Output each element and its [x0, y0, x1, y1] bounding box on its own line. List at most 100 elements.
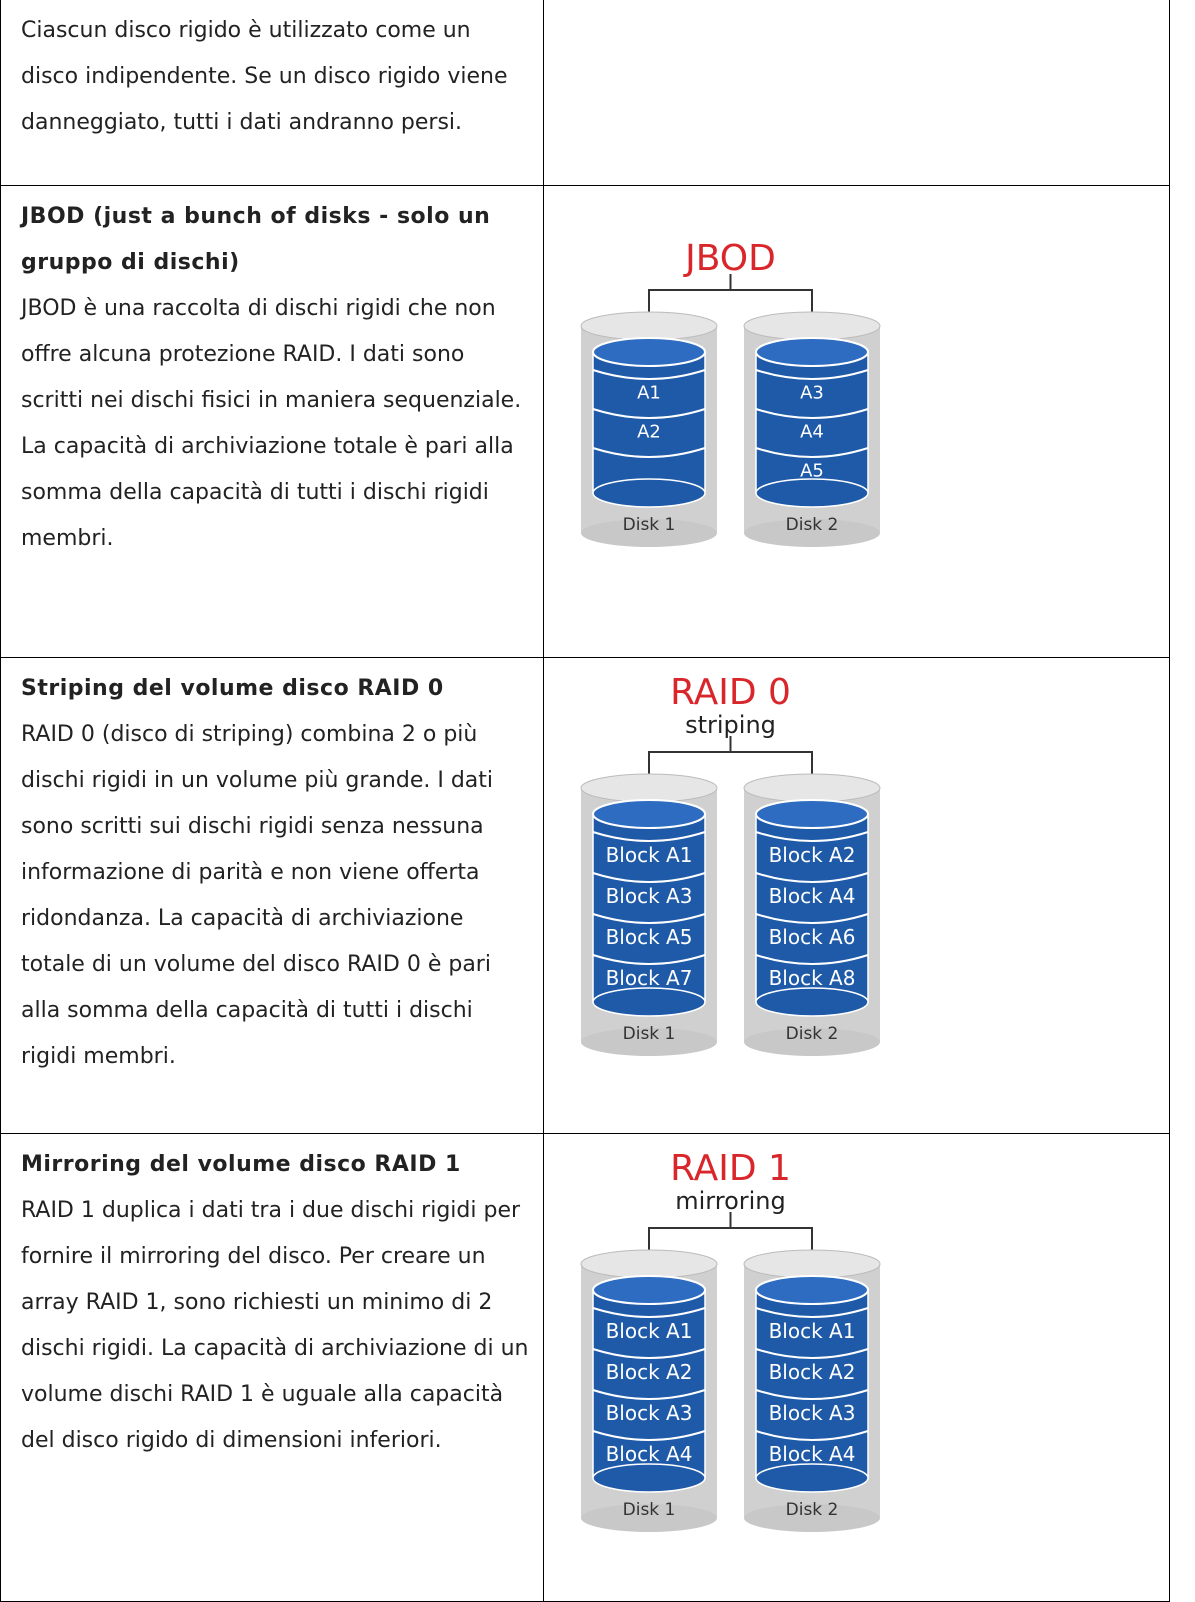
table-row: JBOD (just a bunch of disks - solo un gr…	[0, 185, 1170, 658]
band-line	[755, 1430, 869, 1441]
band-line	[592, 954, 706, 965]
row-body: Ciascun disco rigido è utilizzato come u…	[21, 18, 508, 135]
platter-top	[755, 337, 869, 367]
band-line	[755, 872, 869, 883]
table-row: Mirroring del volume disco RAID 1 RAID 1 …	[0, 1133, 1170, 1602]
platter-top	[592, 799, 706, 829]
block-label: Block A4	[606, 1442, 693, 1466]
platter-stack	[755, 813, 869, 1003]
row-heading: Striping del volume disco RAID 0	[21, 676, 444, 701]
disk-top	[580, 1249, 718, 1279]
disk-label: Disk 1	[623, 1024, 676, 1044]
row-body: RAID 1 duplica i dati tra i due dischi r…	[21, 1198, 529, 1453]
raid-diagram: JBOD A1 A2 Disk 1 A3 A4 A5 Disk 2	[580, 238, 881, 547]
block-label: Block A3	[606, 884, 693, 908]
cell-text: Mirroring del volume disco RAID 1 RAID 1 …	[1, 1134, 543, 1464]
band-line	[755, 913, 869, 924]
diagram-cell: JBOD A1 A2 Disk 1 A3 A4 A5 Disk 2	[543, 185, 1170, 658]
diagram-title: RAID 1	[670, 1148, 791, 1189]
block-label: Block A7	[606, 966, 693, 990]
band-line	[592, 913, 706, 924]
platter-stack	[755, 1289, 869, 1479]
disk-top	[580, 773, 718, 803]
band-line	[755, 1307, 869, 1318]
disk-label: Disk 2	[786, 515, 839, 535]
band-line	[592, 872, 706, 883]
block-label: Block A1	[606, 1319, 693, 1343]
connector	[648, 274, 813, 330]
band-line	[755, 408, 869, 419]
diagram-cell: RAID 1 mirroring Block A1 Block A2 Block A3 B…	[543, 1133, 1170, 1602]
platter-bottom	[755, 1463, 869, 1493]
disk-top	[743, 311, 881, 341]
disk-bottom	[744, 519, 880, 547]
block-label: Block A2	[769, 1360, 856, 1384]
connector	[648, 1212, 813, 1268]
block-label: Block A4	[769, 1442, 856, 1466]
connector	[648, 736, 813, 792]
block-label: Block A8	[769, 966, 856, 990]
text-cell: Ciascun disco rigido è utilizzato come u…	[0, 0, 544, 186]
band-line	[755, 954, 869, 965]
block-label: A1	[637, 383, 661, 404]
disk-label: Disk 2	[786, 1500, 839, 1520]
platter-top	[755, 799, 869, 829]
band-line	[592, 1389, 706, 1400]
block-label: Block A1	[769, 1319, 856, 1343]
diagram-cell: RAID 0 striping Block A1 Block A3 Block A5 Bl…	[543, 657, 1170, 1134]
block-label: A5	[800, 461, 824, 482]
band-line	[592, 1430, 706, 1441]
platter-bottom	[592, 987, 706, 1017]
text-cell: Mirroring del volume disco RAID 1 RAID 1 …	[0, 1133, 544, 1602]
band-line	[592, 369, 706, 380]
disk-top	[743, 773, 881, 803]
diagram-subtitle: striping	[685, 711, 776, 739]
cell-text: Striping del volume disco RAID 0 RAID 0 (…	[1, 658, 543, 1080]
band-line	[592, 1348, 706, 1359]
block-label: Block A1	[606, 843, 693, 867]
block-label: Block A2	[769, 843, 856, 867]
block-label: Block A4	[769, 884, 856, 908]
diagram-title: JBOD	[683, 238, 776, 279]
block-label: Block A6	[769, 925, 856, 949]
platter-top	[592, 1275, 706, 1305]
block-label: Block A5	[606, 925, 693, 949]
platter-bottom	[755, 987, 869, 1017]
platter-bottom	[592, 1463, 706, 1493]
row-body: RAID 0 (disco di striping) combina 2 o p…	[21, 722, 494, 1069]
block-label: A2	[637, 422, 661, 443]
disk-bottom	[581, 1504, 717, 1532]
diagram-cell	[543, 0, 1170, 186]
band-line	[755, 447, 869, 458]
platter-bottom	[755, 478, 869, 508]
platter-top	[592, 337, 706, 367]
row-heading: Mirroring del volume disco RAID 1	[21, 1152, 461, 1177]
band-line	[755, 369, 869, 380]
row-heading: JBOD (just a bunch of disks - solo un gr…	[21, 204, 491, 275]
table-row: Striping del volume disco RAID 0 RAID 0 (…	[0, 657, 1170, 1134]
band-line	[592, 447, 706, 458]
row-body: JBOD è una raccolta di dischi rigidi che…	[21, 296, 522, 551]
disk-bottom	[744, 1028, 880, 1056]
platter-top	[755, 1275, 869, 1305]
band-line	[755, 831, 869, 842]
block-label: Block A3	[769, 1401, 856, 1425]
block-label: A3	[800, 383, 824, 404]
disk-bottom	[744, 1504, 880, 1532]
diagram-title: RAID 0	[670, 672, 791, 713]
disk-bottom	[581, 1028, 717, 1056]
platter-stack	[592, 1289, 706, 1479]
band-line	[592, 1307, 706, 1318]
disk-label: Disk 1	[623, 1500, 676, 1520]
band-line	[755, 1389, 869, 1400]
disk-top	[580, 311, 718, 341]
band-line	[592, 408, 706, 419]
block-label: A4	[800, 422, 824, 443]
diagram-subtitle: mirroring	[675, 1187, 786, 1215]
cell-text: JBOD (just a bunch of disks - solo un gr…	[1, 186, 543, 562]
block-label: Block A3	[606, 1401, 693, 1425]
band-line	[755, 1348, 869, 1359]
band-line	[592, 831, 706, 842]
